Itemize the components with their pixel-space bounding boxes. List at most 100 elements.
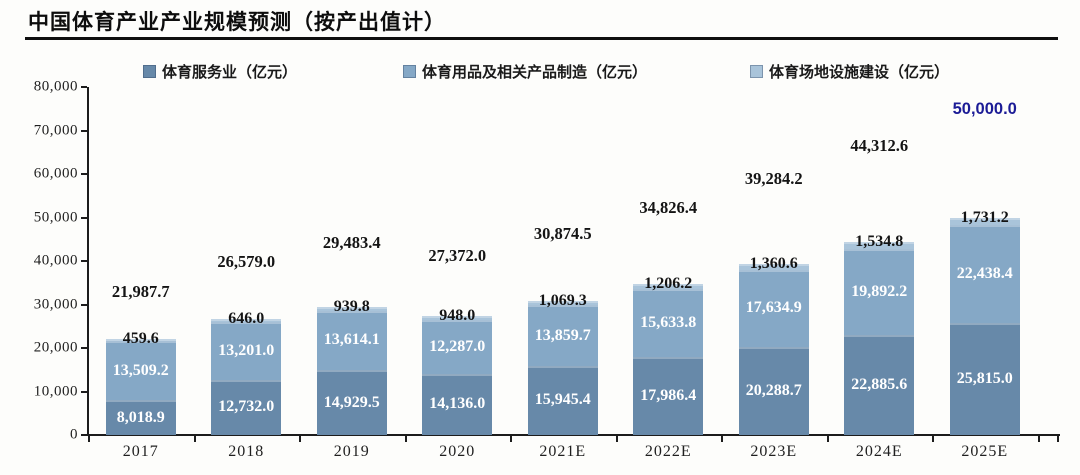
bar-segment-2018-s1 — [211, 322, 282, 380]
segment-value-label: 459.6 — [122, 330, 159, 348]
segment-value-label: 22,885.6 — [851, 376, 908, 394]
total-value-label: 29,483.4 — [322, 232, 381, 252]
total-value-label: 44,312.6 — [850, 135, 909, 155]
y-axis-tick-labels: 0 10,000 20,000 30,000 40,000 50,000 60,000 70,… — [0, 79, 78, 443]
bar-segment-2020-s2 — [422, 315, 493, 321]
y-tick-mark — [81, 173, 87, 175]
segment-value-label: 14,136.0 — [429, 395, 486, 413]
bar-segment-2020-s0 — [422, 373, 493, 435]
segment-value-label: 12,287.0 — [429, 337, 486, 355]
bar-segment-2019-s1 — [316, 310, 387, 371]
bar-segment-2022E-s1 — [633, 288, 704, 357]
segment-value-label: 22,438.4 — [956, 264, 1013, 282]
x-axis-category-label: 2022E — [644, 443, 692, 460]
y-tick-mark — [81, 390, 87, 393]
x-axis-category-label: 2024E — [855, 443, 903, 460]
x-tick-mark — [193, 436, 196, 442]
bar-segment-2022E-s0 — [633, 356, 704, 435]
bar-segment-2025E-s2 — [949, 217, 1020, 226]
bar-segment-2020-s1 — [422, 320, 493, 374]
x-axis-category-label: 2020 — [439, 443, 476, 460]
total-value-label: 26,579.0 — [217, 251, 276, 271]
bar-segment-2021E-s2 — [527, 300, 598, 306]
plot-area: 8,018.9 13,509.2 459.6 21,987.7 12,732.0 13,2… — [88, 87, 1060, 435]
segment-value-label: 1,069.3 — [538, 291, 587, 309]
segment-value-label: 1,206.2 — [644, 274, 693, 292]
y-tick-label: 30,000 — [33, 296, 78, 312]
legend-item-venues: 体育场地设施建设（亿元） — [750, 61, 949, 82]
segment-value-label: 939.8 — [333, 297, 370, 315]
segment-value-label: 13,614.1 — [323, 331, 380, 349]
segment-value-label: 948.0 — [439, 306, 476, 324]
segment-value-label: 13,201.0 — [218, 341, 275, 359]
bar-segment-2024E-s1 — [844, 248, 915, 336]
x-tick-mark — [932, 436, 934, 442]
legend-swatch-goods-icon — [403, 65, 416, 78]
bar-segment-2021E-s0 — [527, 365, 598, 435]
x-tick-mark — [404, 436, 407, 442]
bar-segment-2017-s0 — [105, 400, 176, 435]
x-tick-mark — [510, 436, 512, 442]
segment-value-label: 646.0 — [228, 310, 265, 328]
bar-segment-2024E-s2 — [844, 242, 915, 249]
bar-segment-2023E-s0 — [738, 346, 809, 435]
segment-value-label: 15,633.8 — [640, 313, 697, 331]
x-tick-mark — [1037, 436, 1040, 442]
segment-value-label: 20,288.7 — [745, 381, 802, 399]
segment-value-label: 13,859.7 — [534, 326, 591, 344]
bar-segment-2017-s1 — [105, 341, 176, 401]
total-value-label: 34,826.4 — [639, 197, 698, 217]
title-underline — [25, 37, 1058, 40]
legend-item-goods: 体育用品及相关产品制造（亿元） — [403, 61, 647, 82]
segment-value-label: 19,892.2 — [851, 283, 908, 301]
x-tick-mark — [721, 436, 723, 442]
x-axis-category-label: 2021E — [539, 443, 587, 460]
y-tick-mark — [81, 434, 87, 436]
segment-value-label: 8,018.9 — [116, 408, 165, 426]
y-tick-label: 60,000 — [33, 165, 78, 182]
bar-segment-2019-s2 — [316, 306, 387, 311]
x-tick-mark — [826, 436, 829, 442]
segment-value-label: 17,986.4 — [640, 386, 697, 404]
segment-value-label: 17,634.9 — [745, 299, 802, 317]
x-axis-category-label: 2025E — [961, 443, 1009, 460]
bar-segment-2023E-s1 — [738, 270, 809, 347]
segment-value-label: 1,534.8 — [855, 233, 904, 251]
bar-segment-2024E-s0 — [844, 335, 915, 435]
bar-segment-2023E-s2 — [738, 264, 809, 271]
bar-segment-2019-s0 — [316, 370, 387, 435]
x-axis-line — [87, 434, 1060, 436]
total-value-label: 39,284.2 — [744, 168, 803, 188]
bar-segment-2022E-s2 — [633, 283, 704, 289]
total-value-label: 21,987.7 — [111, 281, 170, 301]
y-tick-label: 70,000 — [33, 122, 78, 138]
bar-segment-2018-s0 — [211, 379, 282, 435]
legend-label-venues: 体育场地设施建设（亿元） — [769, 64, 950, 81]
y-axis-line — [87, 87, 89, 436]
y-tick-mark — [81, 86, 87, 88]
legend-label-services: 体育服务业（亿元） — [162, 64, 298, 81]
chart-title: 中国体育产业产业规模预测（按产出值计） — [28, 11, 446, 34]
y-tick-label: 0 — [70, 426, 78, 443]
y-tick-label: 20,000 — [33, 339, 78, 356]
bar-segment-2017-s2 — [105, 339, 176, 342]
y-tick-label: 40,000 — [33, 252, 78, 269]
y-tick-label: 50,000 — [33, 209, 78, 225]
x-tick-mark — [299, 436, 301, 442]
legend-item-services: 体育服务业（亿元） — [143, 61, 297, 82]
total-value-label: 30,874.5 — [533, 223, 592, 243]
x-tick-mark — [88, 436, 90, 442]
bar-segment-2018-s2 — [211, 319, 282, 323]
segment-value-label: 15,945.4 — [534, 391, 591, 409]
x-axis-category-label: 2017 — [122, 443, 159, 460]
bar-segment-2021E-s1 — [527, 305, 598, 366]
x-tick-mark — [1057, 436, 1059, 442]
x-axis-category-label: 2018 — [228, 443, 265, 460]
legend-swatch-services-icon — [143, 65, 156, 78]
bar-segment-2025E-s0 — [949, 322, 1020, 435]
segment-value-label: 12,732.0 — [218, 398, 275, 416]
total-value-label: 27,372.0 — [428, 246, 487, 266]
bar-segment-2025E-s1 — [949, 225, 1020, 323]
y-tick-mark — [81, 216, 87, 219]
